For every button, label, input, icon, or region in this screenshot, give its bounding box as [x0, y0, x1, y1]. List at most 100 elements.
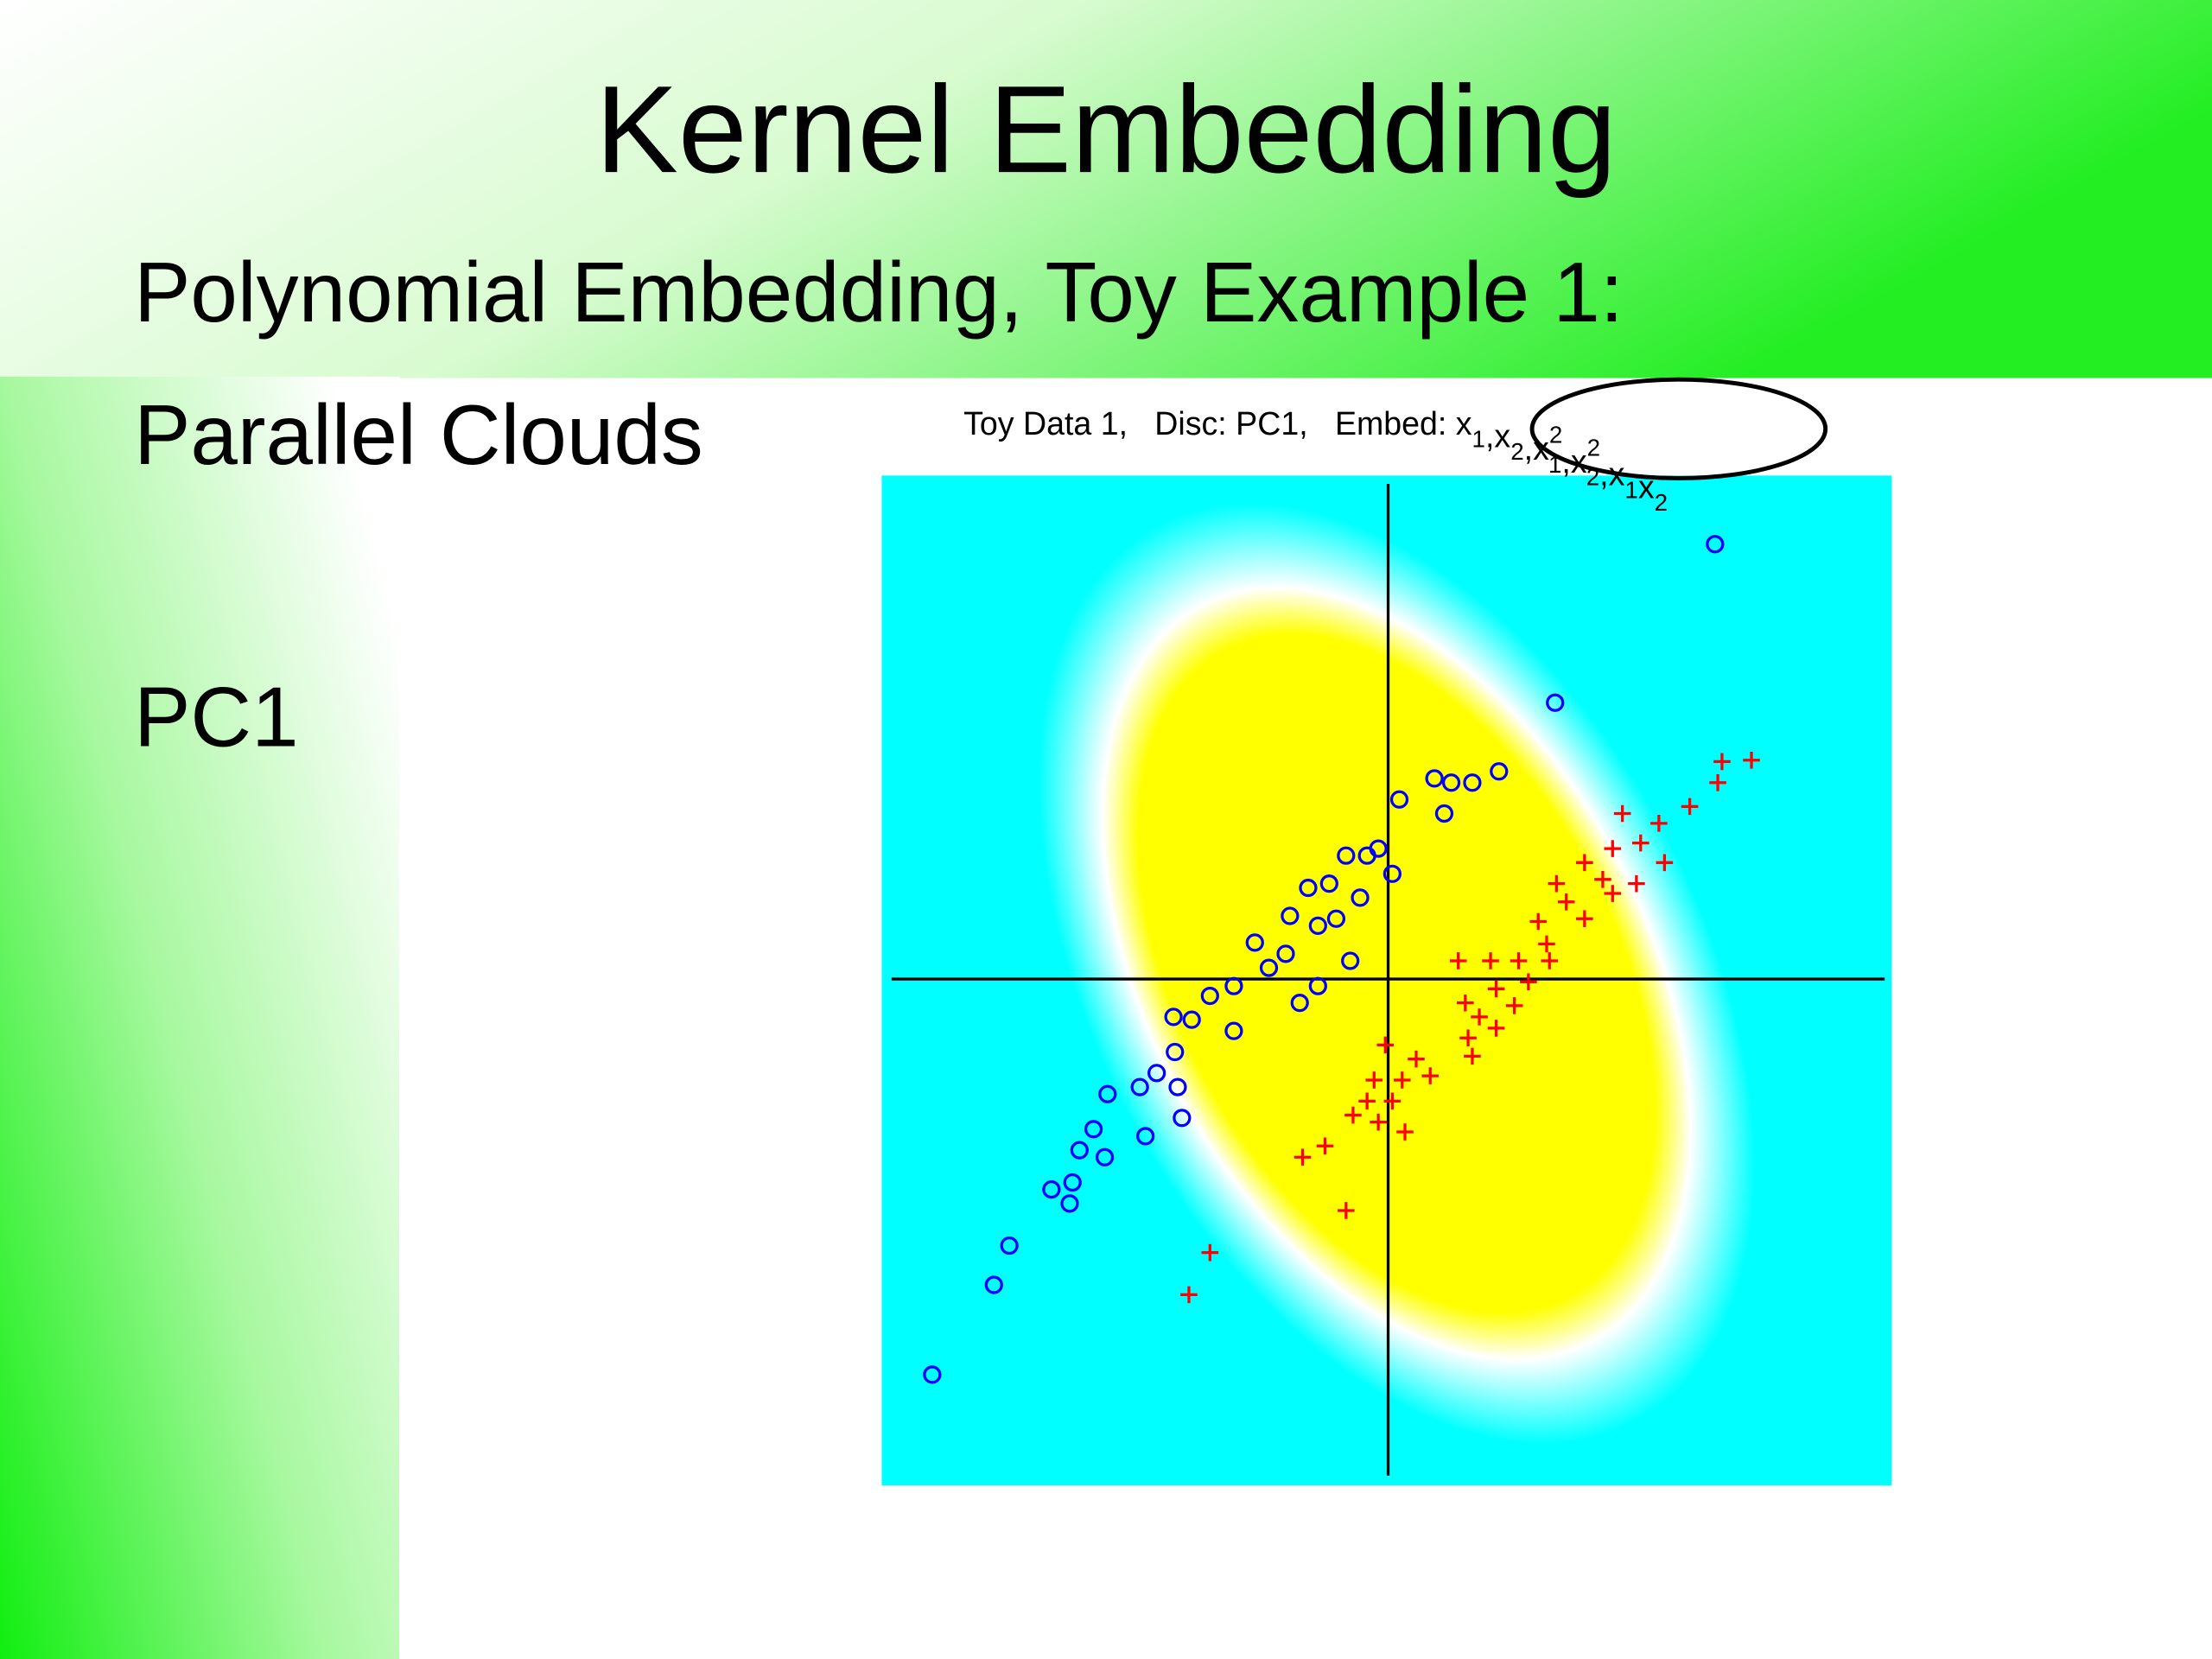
- point: [1594, 871, 1611, 888]
- point: [1604, 885, 1622, 902]
- point: [1576, 910, 1593, 928]
- decision-region: [1038, 503, 1756, 1445]
- point: [1631, 834, 1649, 852]
- point: [1457, 994, 1474, 1012]
- point: [1358, 1092, 1376, 1110]
- point: [1529, 912, 1548, 931]
- top-band: [0, 0, 2212, 378]
- point: [1393, 1071, 1411, 1089]
- point: [1224, 976, 1243, 995]
- annotation-ellipse: [1529, 377, 1828, 480]
- point: [1316, 1137, 1334, 1155]
- slide-line: Parallel Clouds: [134, 387, 703, 482]
- point: [1098, 1084, 1117, 1103]
- point: [923, 1365, 942, 1384]
- point: [1709, 773, 1726, 791]
- point: [1166, 1042, 1185, 1062]
- slide-title: Kernel Embedding: [595, 60, 1617, 199]
- chart-title-text: Toy Data 1, Disc: PC1, Embed:: [963, 405, 1456, 442]
- embed-sub: 1: [1624, 476, 1637, 503]
- point: [1344, 1106, 1362, 1124]
- embed-term: x: [1638, 468, 1655, 505]
- point: [1259, 958, 1279, 977]
- point: [1063, 1173, 1082, 1192]
- point: [1095, 1147, 1115, 1166]
- point: [1546, 693, 1565, 712]
- embed-term: x: [1456, 405, 1472, 442]
- point: [1299, 878, 1318, 898]
- point: [1434, 804, 1454, 823]
- point: [1338, 1202, 1355, 1219]
- left-band: [0, 376, 400, 1659]
- point: [1319, 874, 1338, 893]
- point: [1084, 1120, 1103, 1139]
- point: [1548, 874, 1566, 893]
- embed-sup: 2: [1587, 434, 1600, 461]
- point: [1224, 1021, 1243, 1040]
- plot-background: [881, 475, 1892, 1486]
- point: [1290, 994, 1309, 1013]
- point: [1743, 751, 1760, 769]
- point: [1147, 1064, 1166, 1083]
- point: [1471, 1008, 1488, 1026]
- point: [1182, 1010, 1201, 1029]
- point: [1421, 1067, 1440, 1084]
- point: [1201, 1243, 1219, 1262]
- point: [1281, 906, 1300, 925]
- point: [1449, 952, 1467, 969]
- point: [1628, 874, 1645, 893]
- point: [1337, 846, 1356, 865]
- marks: [923, 535, 1760, 1384]
- embed-sub: 1: [1472, 426, 1485, 453]
- point: [1487, 980, 1505, 998]
- slide-line: Polynomial Embedding, Toy Example 1:: [134, 245, 1624, 340]
- point: [1245, 933, 1264, 952]
- point: [1459, 1029, 1477, 1047]
- point: [1490, 762, 1509, 781]
- point: [1505, 997, 1523, 1014]
- point: [1130, 1077, 1149, 1096]
- point: [1464, 1047, 1481, 1065]
- point: [1425, 769, 1444, 788]
- point: [1541, 952, 1559, 969]
- point: [1389, 790, 1409, 809]
- point: [1200, 986, 1219, 1006]
- point: [1136, 1127, 1155, 1146]
- point: [1308, 916, 1327, 935]
- point: [984, 1275, 1003, 1294]
- point: [1613, 804, 1631, 823]
- point: [1370, 1113, 1387, 1131]
- point: [1487, 1020, 1505, 1037]
- point: [1000, 1236, 1019, 1255]
- point: [1383, 1092, 1402, 1110]
- point: [1276, 944, 1295, 963]
- point: [1408, 1050, 1425, 1068]
- point: [1357, 846, 1376, 865]
- point: [1365, 1071, 1383, 1089]
- point: [1576, 854, 1593, 872]
- point: [1164, 1007, 1183, 1027]
- point: [1382, 864, 1402, 883]
- point: [1713, 753, 1731, 771]
- point: [1706, 535, 1725, 554]
- embed-sup: 2: [1549, 422, 1562, 448]
- embed-sub: 2: [1655, 489, 1668, 516]
- slide-line: PC1: [134, 670, 299, 765]
- embed-sub: 2: [1510, 438, 1523, 465]
- point: [1173, 1109, 1192, 1128]
- point: [1351, 888, 1370, 907]
- point: [1463, 773, 1482, 792]
- point: [1656, 854, 1674, 872]
- point: [1376, 1036, 1395, 1054]
- point: [1441, 773, 1461, 792]
- point: [1308, 976, 1327, 995]
- point: [1294, 1148, 1312, 1166]
- point: [1604, 840, 1622, 857]
- point: [1396, 1123, 1414, 1141]
- point: [1557, 893, 1575, 911]
- point: [1180, 1286, 1198, 1304]
- point: [1060, 1194, 1079, 1213]
- point: [1482, 952, 1499, 969]
